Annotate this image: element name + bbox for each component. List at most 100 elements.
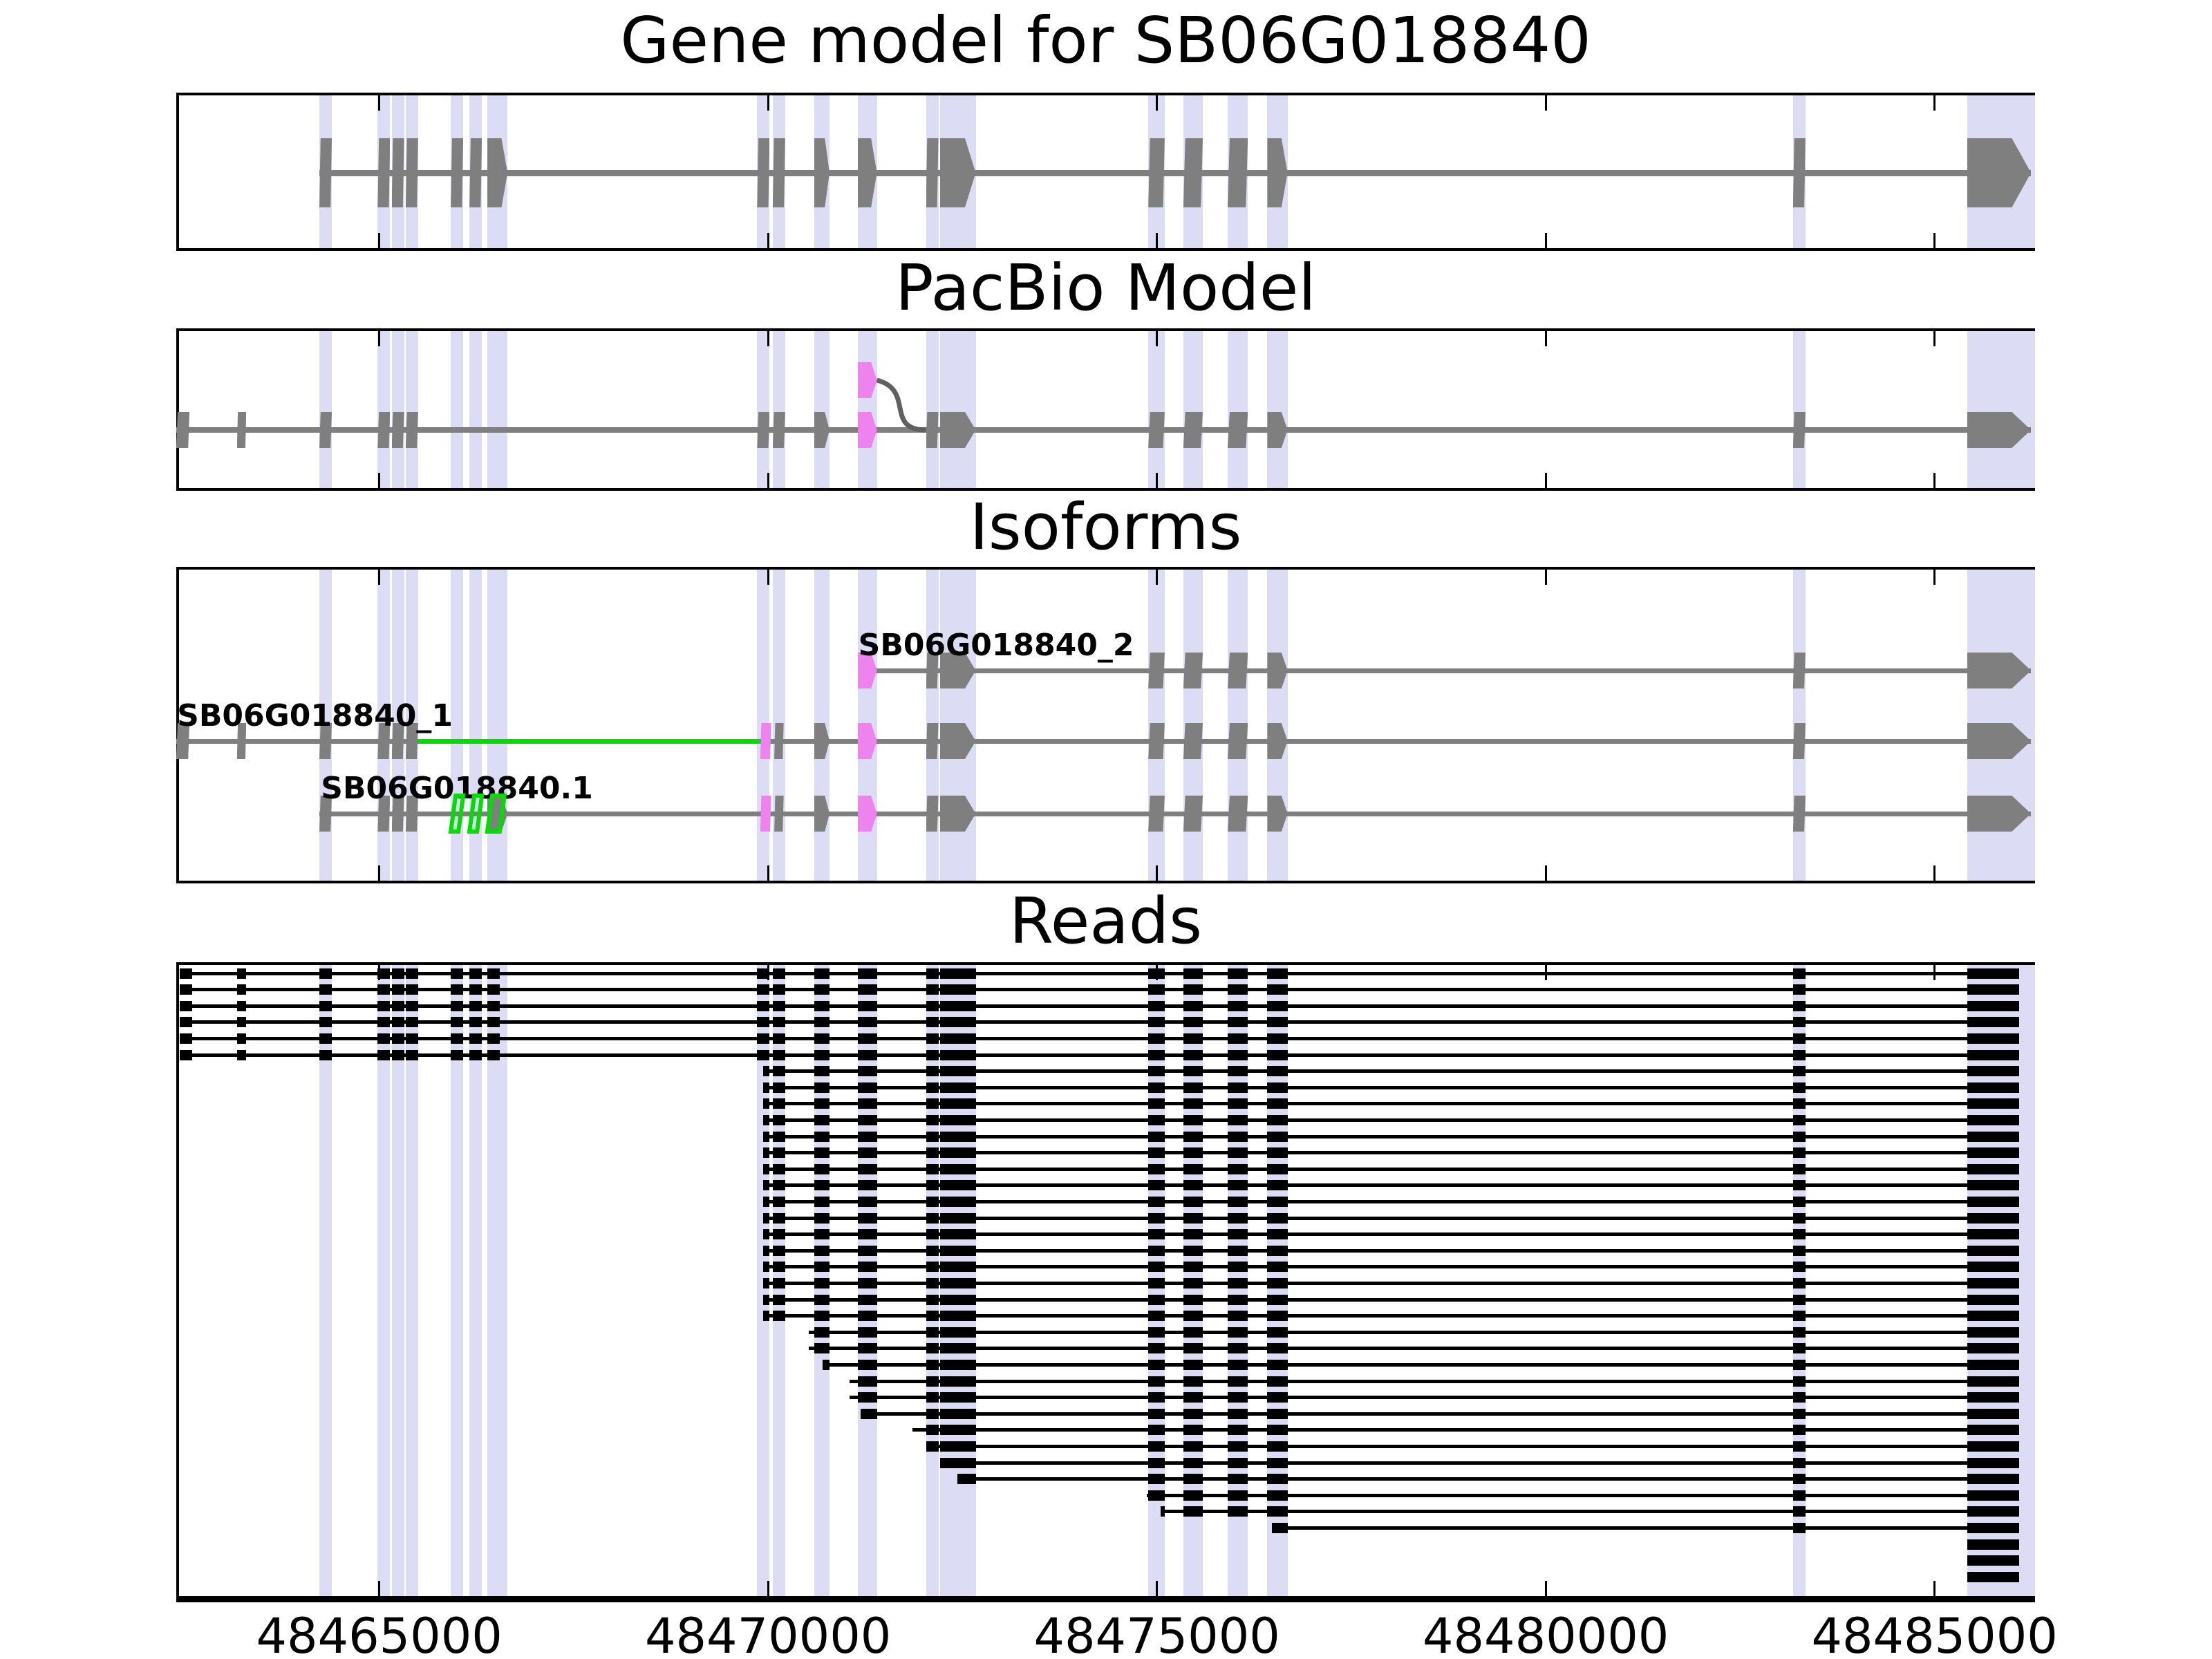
read-exon (814, 1277, 830, 1288)
read-exon (939, 1098, 976, 1109)
read-exon (1967, 1359, 2020, 1370)
read-exon (1267, 1311, 1288, 1322)
isoform-exon (760, 796, 771, 832)
gene-model-exon (926, 138, 939, 207)
read-exon (857, 1294, 877, 1305)
read-exon (857, 1376, 877, 1387)
read-exon (857, 1327, 877, 1338)
read-exon (1267, 968, 1288, 979)
read-exon (1228, 1277, 1248, 1288)
read-exon (939, 1017, 976, 1028)
read-exon (926, 1425, 939, 1436)
read-exon (1267, 1262, 1288, 1273)
read-exon (822, 1359, 830, 1370)
read-exon (1792, 1229, 1806, 1240)
read-line (1161, 1510, 2020, 1514)
read-exon (451, 984, 464, 995)
read-exon (926, 1441, 939, 1452)
read-exon (1967, 1425, 2020, 1436)
read-exon (814, 1311, 830, 1322)
read-exon (1792, 1049, 1806, 1060)
axis-tick-mark (767, 865, 769, 881)
read-exon (1792, 1114, 1806, 1125)
read-exon (1228, 1147, 1248, 1159)
read-exon (926, 1294, 939, 1305)
read-exon (377, 984, 391, 995)
read-exon (1183, 1425, 1203, 1436)
read-exon (1792, 1522, 1806, 1533)
read-exon (1967, 1506, 2020, 1517)
read-exon (1792, 1163, 1806, 1174)
read-exon (926, 1327, 939, 1338)
read-exon (763, 1212, 770, 1224)
read-exon (1148, 1457, 1165, 1468)
read-exon (763, 1262, 770, 1273)
read-line (850, 1396, 2020, 1400)
axis-tick-mark (1544, 331, 1547, 346)
exon-highlight-band (319, 331, 332, 488)
read-exon (319, 1049, 332, 1060)
read-exon (377, 968, 391, 979)
read-exon (814, 1033, 830, 1044)
read-exon (939, 1245, 976, 1256)
axis-tick-mark (1156, 331, 1159, 346)
read-line (763, 1232, 2020, 1237)
read-exon (1267, 1098, 1288, 1109)
read-exon (939, 1441, 976, 1452)
read-exon (814, 1163, 830, 1174)
axis-tick-mark (1156, 233, 1159, 248)
gene-model-exon (772, 138, 785, 207)
exon-highlight-band (857, 331, 877, 488)
read-exon (1148, 1343, 1165, 1354)
read-exon (1228, 1229, 1248, 1240)
gene-model-exon (469, 138, 482, 207)
read-exon (857, 968, 877, 979)
read-exon (1148, 1033, 1165, 1044)
read-exon (451, 1017, 464, 1028)
read-exon (1267, 1229, 1288, 1240)
read-exon (236, 1049, 247, 1060)
isoform-exon (176, 723, 190, 759)
read-exon (1792, 1457, 1806, 1468)
read-exon (772, 1066, 785, 1077)
read-exon (1967, 1000, 2020, 1011)
read-exon (1792, 1245, 1806, 1256)
axis-tick-mark (767, 233, 769, 248)
read-exon (857, 1098, 877, 1109)
read-exon (772, 1212, 785, 1224)
isoform-exon (319, 796, 332, 832)
exon-highlight-band (469, 965, 482, 1596)
gene-model-exon (377, 138, 391, 207)
read-exon (1792, 1017, 1806, 1028)
read-exon (926, 1262, 939, 1273)
read-exon (469, 1033, 482, 1044)
read-exon (1228, 1180, 1248, 1191)
read-exon (1792, 1376, 1806, 1387)
read-exon (1228, 1474, 1248, 1485)
read-exon (1967, 1408, 2020, 1419)
read-exon (1183, 1392, 1203, 1403)
pacbio-exon (814, 412, 830, 448)
isoform-label-SB06G018840_1: SB06G018840_1 (177, 698, 453, 733)
x-axis-tick-label: 48480000 (1422, 1608, 1669, 1659)
pacbio-exon (1792, 412, 1806, 448)
read-exon (319, 1000, 332, 1011)
read-exon (1967, 1555, 2020, 1566)
read-exon (1183, 1262, 1203, 1273)
read-exon (1792, 1033, 1806, 1044)
read-exon (1148, 1229, 1165, 1240)
title-reads: Reads (1009, 884, 1203, 958)
difference-exon-green (448, 794, 466, 834)
pacbio-exon (757, 412, 770, 448)
pacbio-exon (772, 412, 785, 448)
read-exon (814, 1245, 830, 1256)
read-exon (1148, 1441, 1165, 1452)
read-exon (814, 1131, 830, 1142)
read-exon (1228, 1359, 1248, 1370)
pacbio-intron-line (176, 427, 2032, 433)
gene-model-exon (1792, 138, 1806, 207)
isoform-exon (377, 723, 391, 759)
read-exon (926, 1017, 939, 1028)
read-exon (926, 1147, 939, 1159)
read-exon (1967, 1277, 2020, 1288)
